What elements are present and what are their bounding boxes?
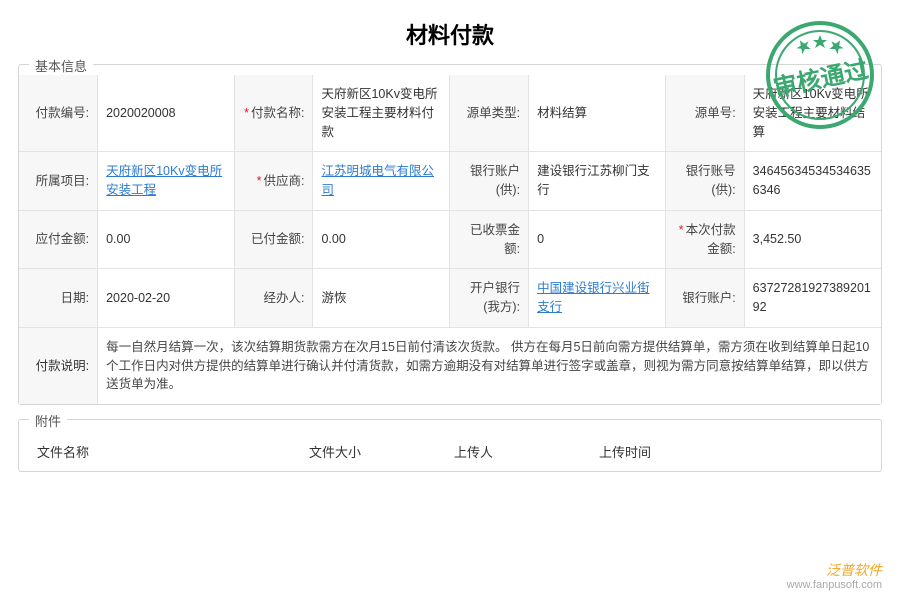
label-text: 供应商: xyxy=(263,174,304,188)
field-value: 2020-02-20 xyxy=(98,269,235,328)
field-value: 2020020008 xyxy=(98,75,235,152)
col-uploader: 上传人 xyxy=(454,442,599,461)
label-text: 开户银行(我方): xyxy=(470,281,520,314)
field-label: 银行账户: xyxy=(665,269,744,328)
attachments-legend: 附件 xyxy=(29,411,67,430)
field-label: *供应商: xyxy=(234,152,313,211)
field-label: 已付金额: xyxy=(234,210,313,269)
attachments-header: 文件名称 文件大小 上传人 上传时间 xyxy=(19,430,881,471)
field-value: 346456345345346356346 xyxy=(744,152,881,211)
field-label: 日期: xyxy=(19,269,98,328)
field-label: 已收票金额: xyxy=(450,210,529,269)
value-text: 346456345345346356346 xyxy=(753,164,871,197)
field-value: 天府新区10Kv变电所安装工程主要材料付款 xyxy=(313,75,450,152)
value-text: 0.00 xyxy=(106,232,130,246)
field-value: 0 xyxy=(529,210,666,269)
label-text: 已付金额: xyxy=(251,232,304,246)
field-label: 付款编号: xyxy=(19,75,98,152)
watermark-brand: 泛普软件 xyxy=(787,562,882,579)
field-label: 应付金额: xyxy=(19,210,98,269)
label-text: 银行账户(供): xyxy=(470,164,520,197)
value-text: 天府新区10Kv变电所安装工程主要材料付款 xyxy=(321,87,437,139)
col-uploadtime: 上传时间 xyxy=(599,442,871,461)
watermark-url: www.fanpusoft.com xyxy=(787,579,882,592)
field-value: 0.00 xyxy=(313,210,450,269)
description-value: 每一自然月结算一次，该次结算期货款需方在次月15日前付清该次货款。 供方在每月5… xyxy=(98,327,881,404)
page-title: 材料付款 xyxy=(0,0,900,64)
field-value: 材料结算 xyxy=(529,75,666,152)
watermark: 泛普软件 www.fanpusoft.com xyxy=(787,562,882,592)
required-mark: * xyxy=(257,174,262,188)
field-label: *本次付款金额: xyxy=(665,210,744,269)
value-text: 3,452.50 xyxy=(753,232,802,246)
field-label: 所属项目: xyxy=(19,152,98,211)
label-text: 应付金额: xyxy=(36,232,89,246)
basic-info-legend: 基本信息 xyxy=(29,56,93,75)
value-text: 游恢 xyxy=(321,291,346,305)
label-text: 源单类型: xyxy=(467,106,520,120)
value-link[interactable]: 天府新区10Kv变电所安装工程 xyxy=(106,164,222,197)
field-value: 游恢 xyxy=(313,269,450,328)
field-label: 开户银行(我方): xyxy=(450,269,529,328)
value-text: 2020-02-20 xyxy=(106,291,170,305)
label-text: 日期: xyxy=(61,291,89,305)
required-mark: * xyxy=(679,223,684,237)
label-text: 付款名称: xyxy=(251,106,304,120)
col-filename: 文件名称 xyxy=(29,442,309,461)
field-label: *付款名称: xyxy=(234,75,313,152)
value-link[interactable]: 中国建设银行兴业街支行 xyxy=(537,281,650,314)
basic-info-section: 基本信息 付款编号:2020020008*付款名称:天府新区10Kv变电所安装工… xyxy=(18,64,882,405)
field-value[interactable]: 江苏明城电气有限公司 xyxy=(313,152,450,211)
value-text: 建设银行江苏柳门支行 xyxy=(537,164,650,197)
field-label: 银行账户(供): xyxy=(450,152,529,211)
field-label: 经办人: xyxy=(234,269,313,328)
field-value: 3,452.50 xyxy=(744,210,881,269)
label-text: 银行账户: xyxy=(682,291,735,305)
value-text: 材料结算 xyxy=(537,106,587,120)
field-value[interactable]: 天府新区10Kv变电所安装工程 xyxy=(98,152,235,211)
value-text: 天府新区10Kv变电所安装工程主要材料结算 xyxy=(753,87,869,139)
field-value: 建设银行江苏柳门支行 xyxy=(529,152,666,211)
required-mark: * xyxy=(244,106,249,120)
col-filesize: 文件大小 xyxy=(309,442,454,461)
value-text: 2020020008 xyxy=(106,106,176,120)
label-text: 源单号: xyxy=(695,106,736,120)
value-text: 63727281927389201​92 xyxy=(753,281,871,314)
label-text: 付款编号: xyxy=(36,106,89,120)
label-text: 所属项目: xyxy=(36,174,89,188)
label-text: 本次付款金额: xyxy=(686,223,736,256)
label-text: 银行账号(供): xyxy=(686,164,736,197)
attachments-section: 附件 文件名称 文件大小 上传人 上传时间 xyxy=(18,419,882,472)
field-value[interactable]: 中国建设银行兴业街支行 xyxy=(529,269,666,328)
field-value: 天府新区10Kv变电所安装工程主要材料结算 xyxy=(744,75,881,152)
field-label: 源单类型: xyxy=(450,75,529,152)
field-label: 源单号: xyxy=(665,75,744,152)
field-value: 0.00 xyxy=(98,210,235,269)
field-value: 63727281927389201​92 xyxy=(744,269,881,328)
label-text: 经办人: xyxy=(263,291,304,305)
value-link[interactable]: 江苏明城电气有限公司 xyxy=(321,164,434,197)
label-text: 已收票金额: xyxy=(470,223,520,256)
value-text: 0.00 xyxy=(321,232,345,246)
field-label: 银行账号(供): xyxy=(665,152,744,211)
value-text: 0 xyxy=(537,232,544,246)
description-label: 付款说明: xyxy=(19,327,98,404)
info-table: 付款编号:2020020008*付款名称:天府新区10Kv变电所安装工程主要材料… xyxy=(19,75,881,404)
